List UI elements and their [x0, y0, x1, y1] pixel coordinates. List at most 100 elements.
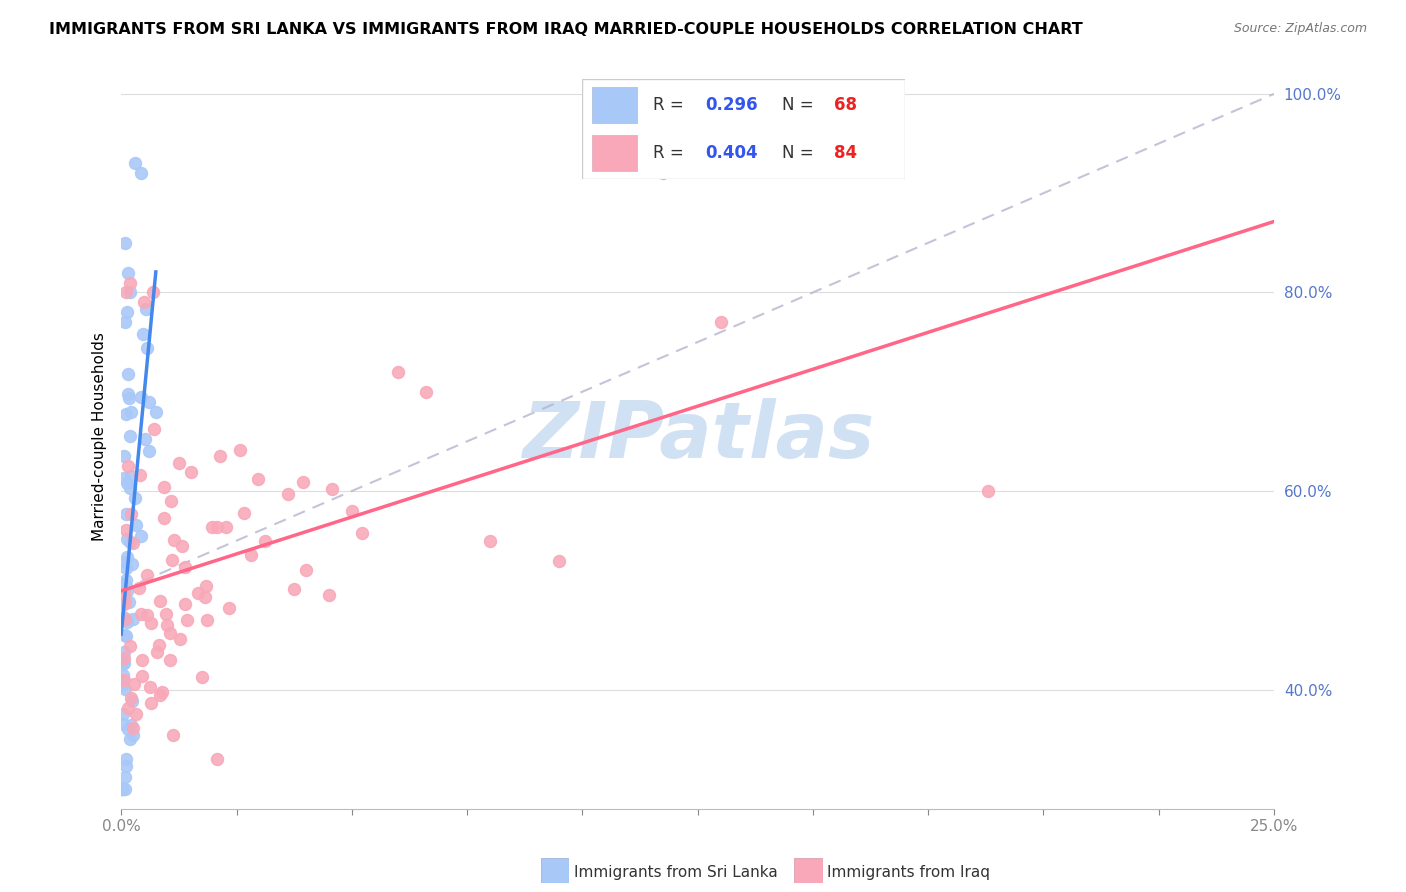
Point: [167, 456, 190, 470]
Point: [195, 613, 218, 627]
Point: [111, 781, 134, 796]
Point: [125, 517, 148, 532]
Point: [134, 295, 156, 310]
Point: [128, 468, 150, 483]
Point: [120, 732, 142, 747]
Point: [122, 612, 145, 626]
Point: [180, 465, 202, 479]
Point: [415, 385, 437, 400]
Point: [115, 759, 138, 773]
Point: [118, 534, 141, 549]
Point: [115, 629, 138, 643]
Text: IMMIGRANTS FROM SRI LANKA VS IMMIGRANTS FROM IRAQ MARRIED-COUPLE HOUSEHOLDS CORR: IMMIGRANTS FROM SRI LANKA VS IMMIGRANTS …: [49, 22, 1083, 37]
Point: [115, 476, 138, 491]
Point: [294, 564, 316, 578]
Point: [117, 387, 139, 401]
Point: [283, 582, 305, 597]
Point: [117, 459, 139, 474]
Text: ZIPatlas: ZIPatlas: [522, 399, 873, 475]
Point: [143, 422, 166, 436]
FancyBboxPatch shape: [794, 858, 823, 883]
Point: [121, 721, 143, 735]
Point: [112, 449, 135, 463]
Point: [112, 673, 135, 688]
Point: [128, 581, 150, 595]
Point: [194, 591, 217, 605]
Point: [291, 475, 314, 489]
Point: [124, 156, 146, 170]
Point: [159, 653, 181, 667]
Point: [174, 559, 197, 574]
Point: [163, 533, 186, 548]
Point: [169, 632, 191, 646]
Text: Immigrants from Sri Lanka: Immigrants from Sri Lanka: [574, 865, 778, 880]
Point: [148, 638, 170, 652]
Point: [136, 341, 159, 355]
Point: [187, 585, 209, 599]
Point: [215, 520, 238, 534]
Point: [120, 405, 142, 419]
Point: [114, 771, 136, 785]
Point: [129, 529, 152, 543]
Y-axis label: Married-couple Households: Married-couple Households: [93, 332, 107, 541]
Point: [977, 483, 1000, 498]
Text: Immigrants from Iraq: Immigrants from Iraq: [827, 865, 990, 880]
Point: [114, 612, 136, 626]
Point: [118, 595, 141, 609]
Point: [122, 536, 145, 550]
Point: [120, 481, 142, 495]
Point: [340, 504, 363, 518]
Point: [125, 707, 148, 722]
Point: [194, 579, 217, 593]
Point: [120, 718, 142, 732]
Point: [277, 487, 299, 501]
Point: [114, 555, 136, 569]
Point: [111, 781, 134, 796]
Point: [117, 368, 139, 382]
Point: [153, 510, 176, 524]
Point: [156, 618, 179, 632]
Point: [112, 585, 135, 599]
Point: [114, 573, 136, 587]
Point: [232, 506, 254, 520]
Point: [121, 728, 143, 742]
Point: [114, 681, 136, 696]
Point: [141, 616, 163, 631]
Point: [191, 670, 214, 684]
Point: [218, 600, 240, 615]
Point: [114, 285, 136, 300]
Point: [112, 597, 135, 611]
Point: [115, 508, 138, 522]
Point: [120, 285, 142, 300]
Point: [142, 285, 165, 300]
Point: [120, 690, 142, 705]
Point: [120, 507, 142, 521]
Point: [117, 550, 139, 565]
Point: [111, 657, 134, 671]
Point: [117, 723, 139, 737]
Point: [114, 628, 136, 642]
Point: [115, 533, 138, 547]
Point: [114, 781, 136, 796]
Point: [548, 553, 571, 567]
Point: [149, 594, 172, 608]
Point: [120, 276, 142, 290]
Point: [115, 579, 138, 593]
Point: [318, 588, 340, 602]
Point: [387, 365, 409, 379]
Point: [117, 266, 139, 280]
Point: [121, 558, 143, 572]
Point: [112, 577, 135, 591]
Point: [111, 678, 134, 692]
Point: [112, 717, 135, 731]
Point: [201, 520, 224, 534]
Point: [139, 680, 162, 694]
Point: [114, 595, 136, 609]
Point: [479, 533, 502, 548]
Point: [114, 235, 136, 250]
Point: [117, 701, 139, 715]
Point: [124, 491, 146, 505]
Point: [111, 610, 134, 624]
Point: [205, 752, 228, 766]
Point: [138, 395, 160, 409]
